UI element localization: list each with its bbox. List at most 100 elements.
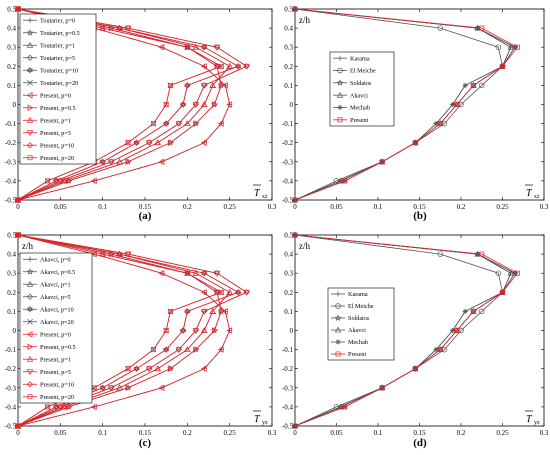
data-point	[412, 140, 418, 146]
legend-marker	[26, 355, 34, 362]
legend: Akavci, p=0 Akavci, p=0.5 Akavci, p=1 Akavc…	[19, 252, 93, 404]
data-point	[201, 327, 208, 333]
data-point	[125, 140, 131, 146]
legend-marker	[27, 305, 33, 313]
series-line	[17, 234, 231, 427]
series-line	[17, 8, 248, 201]
legend-label: El Meiche	[350, 68, 376, 75]
data-point	[175, 347, 183, 353]
data-point	[90, 403, 97, 411]
data-point	[226, 327, 233, 334]
legend-marker	[336, 79, 344, 86]
x-tick-label: 0	[16, 429, 20, 437]
x-tick-label: 0.15	[139, 429, 152, 437]
x-tick-label: 0.25	[496, 203, 509, 211]
y-tick-label: 0.1	[7, 82, 16, 90]
legend-marker	[337, 104, 343, 111]
data-point	[200, 289, 207, 296]
data-point	[158, 44, 165, 51]
data-point	[437, 121, 443, 127]
y-axis-label: z/h	[299, 15, 310, 25]
legend-label: El Meiche	[348, 303, 374, 310]
legend-marker	[27, 104, 34, 111]
x-tick-label: 0.25	[224, 203, 237, 211]
data-point	[479, 25, 485, 31]
series-line	[294, 8, 516, 201]
data-point	[53, 177, 60, 184]
legend-label: Present, p=0	[40, 92, 71, 99]
data-point	[184, 270, 190, 276]
data-point	[201, 270, 208, 277]
data-point	[192, 328, 199, 334]
legend-marker	[26, 331, 33, 338]
series-4	[292, 232, 518, 429]
legend-label: Mechab	[348, 339, 368, 346]
data-point	[462, 82, 468, 88]
data-point	[146, 140, 153, 147]
data-point	[226, 101, 233, 108]
chart-panel-b: 0 0.05 0.1 0.15 0.2 0.25 0.3 -0.5 -0.4 -0.3 -0.2 -0…	[282, 5, 549, 222]
x-tick-label: 0.1	[374, 429, 383, 437]
data-point	[163, 120, 170, 127]
series-line	[294, 8, 512, 201]
legend-label: Akavci	[348, 327, 366, 334]
series-2	[291, 5, 519, 203]
data-point	[292, 232, 298, 238]
data-point	[226, 288, 233, 295]
data-point	[437, 25, 444, 31]
data-point	[379, 159, 385, 165]
data-point	[163, 102, 169, 107]
data-point	[235, 63, 242, 70]
y-tick-label: -0.1	[282, 120, 294, 128]
panel-caption: (c)	[139, 437, 152, 449]
data-point	[146, 366, 153, 373]
data-point	[107, 159, 115, 166]
legend-label: Present, p=5	[40, 130, 71, 137]
x-tick-label: 0.1	[374, 203, 383, 211]
legend-label: Karama	[348, 291, 368, 298]
data-point	[163, 328, 169, 333]
data-point	[437, 251, 444, 257]
data-point	[180, 327, 187, 334]
data-point	[222, 308, 228, 315]
data-point	[507, 43, 514, 50]
legend-label: Present	[350, 117, 368, 124]
series-line	[294, 8, 503, 201]
series-3	[291, 5, 514, 203]
data-point	[201, 82, 208, 89]
series-line	[17, 8, 222, 201]
data-point	[450, 101, 456, 108]
y-tick-label: -0.5	[282, 197, 294, 205]
series-line	[294, 8, 516, 201]
panel-caption: (a)	[139, 210, 152, 222]
chart-panel-c: 0 0.05 0.1 0.15 0.2 0.25 0.3 -0.5 -0.4 -0.3 -0.2 -0…	[5, 231, 277, 449]
x-tick-label: 0.1	[98, 203, 107, 211]
data-point	[454, 102, 460, 107]
data-point	[218, 82, 225, 89]
x-tick-label: 0.15	[139, 203, 152, 211]
legend-label: Toutarier, p=0	[40, 17, 75, 24]
data-point	[53, 403, 60, 410]
y-tick-label: 0.5	[284, 232, 293, 240]
legend-label: Present, p=5	[40, 369, 71, 376]
data-point	[90, 250, 97, 258]
legend-marker	[27, 155, 33, 161]
y-tick-label: 0	[290, 101, 294, 109]
data-point	[209, 308, 216, 314]
data-point	[99, 158, 106, 165]
y-tick-label: 0	[13, 327, 17, 335]
data-point	[45, 178, 51, 184]
data-point	[116, 384, 123, 391]
y-tick-label: -0.5	[5, 423, 17, 431]
data-point	[500, 289, 505, 295]
x-tick-label: 0	[293, 429, 297, 437]
data-point	[15, 6, 21, 12]
series-line	[294, 234, 512, 427]
y-tick-label: 0.5	[284, 6, 293, 14]
legend-label: Present, p=0.5	[40, 344, 76, 351]
chart-panel-d: 0 0.05 0.1 0.15 0.2 0.25 0.3 -0.5 -0.4 -0.3 -0.2 -0…	[282, 231, 549, 449]
legend-label: Present, p=0	[40, 331, 71, 338]
y-tick-label: 0.2	[7, 63, 16, 71]
data-point	[292, 197, 298, 203]
